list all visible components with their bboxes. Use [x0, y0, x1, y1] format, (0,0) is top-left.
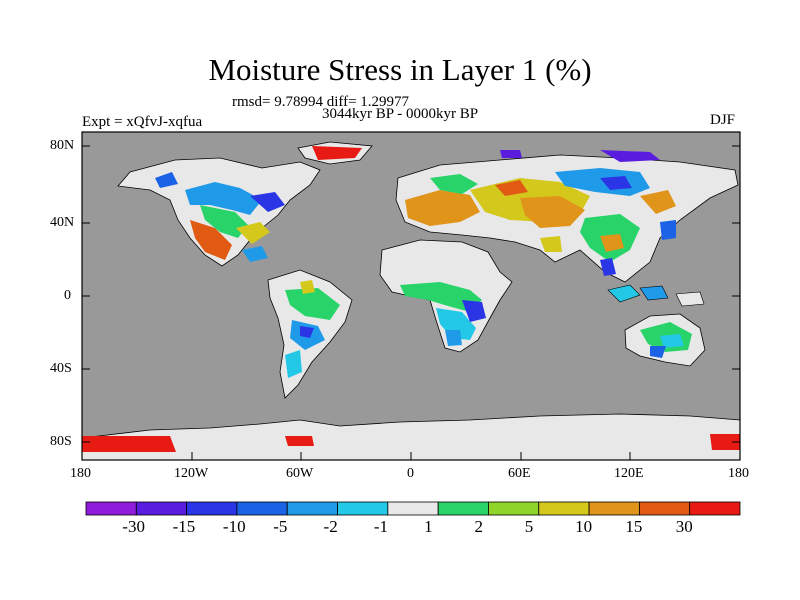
africa [379, 239, 513, 353]
colorbar-swatch [538, 501, 590, 516]
colorbar-label: 5 [524, 517, 534, 536]
season-label: DJF [710, 112, 736, 128]
period-text: 3044kyr BP - 0000kyr BP [322, 106, 479, 122]
lon-label-60w: 60W [286, 466, 314, 481]
colorbar-swatch [689, 501, 741, 516]
lat-label-40n: 40N [50, 215, 75, 230]
lon-label-120e: 120E [614, 466, 644, 481]
colorbar [85, 501, 741, 516]
eurasia [395, 150, 739, 283]
colorbar-swatch [135, 501, 188, 516]
map-title: Moisture Stress in Layer 1 (%) [208, 52, 592, 87]
longitude-ticks [81, 452, 741, 460]
stats-text: rmsd= 9.78994 diff= 1.29977 [232, 94, 410, 110]
colorbar-label: 30 [675, 517, 693, 536]
colorbar-label: 2 [474, 517, 483, 536]
southeast-asia-islands [607, 284, 705, 307]
colorbar-swatch [638, 501, 691, 516]
colorbar-swatch [236, 501, 288, 516]
australia [624, 313, 706, 367]
lon-label-120w: 120W [174, 466, 209, 481]
colorbar-swatch [186, 501, 238, 516]
colorbar-label: -30 [122, 517, 145, 536]
latitude-ticks [82, 145, 740, 443]
experiment-label: Expt = xQfvJ-xqfua [82, 114, 203, 130]
colorbar-swatch [85, 501, 137, 516]
colorbar-swatch [488, 501, 540, 516]
colorbar-label: -15 [172, 517, 196, 536]
lat-label-40s: 40S [50, 361, 72, 376]
colorbar-swatch [588, 501, 640, 516]
colorbar-swatch [437, 501, 489, 516]
lon-label-60e: 60E [508, 466, 531, 481]
colorbar-label: 10 [575, 517, 593, 536]
lon-label-0: 0 [407, 466, 414, 481]
antarctica [81, 413, 741, 461]
colorbar-label: 1 [424, 517, 433, 536]
colorbar-label: 15 [625, 517, 643, 536]
colorbar-label: -2 [323, 517, 338, 536]
lat-label-80n: 80N [50, 138, 75, 153]
colorbar-label: -10 [222, 517, 246, 536]
lat-label-0: 0 [64, 288, 71, 303]
lon-label-180e: 180 [728, 466, 749, 481]
colorbar-swatch [387, 501, 439, 516]
colorbar-swatch [286, 501, 338, 516]
lat-label-80s: 80S [50, 434, 72, 449]
colorbar-label: -1 [373, 517, 389, 536]
colorbar-swatch [337, 501, 389, 516]
north-america [117, 141, 373, 267]
colorbar-label: -5 [273, 517, 288, 536]
lon-label-180w: 180 [70, 466, 91, 481]
south-america [267, 269, 353, 399]
